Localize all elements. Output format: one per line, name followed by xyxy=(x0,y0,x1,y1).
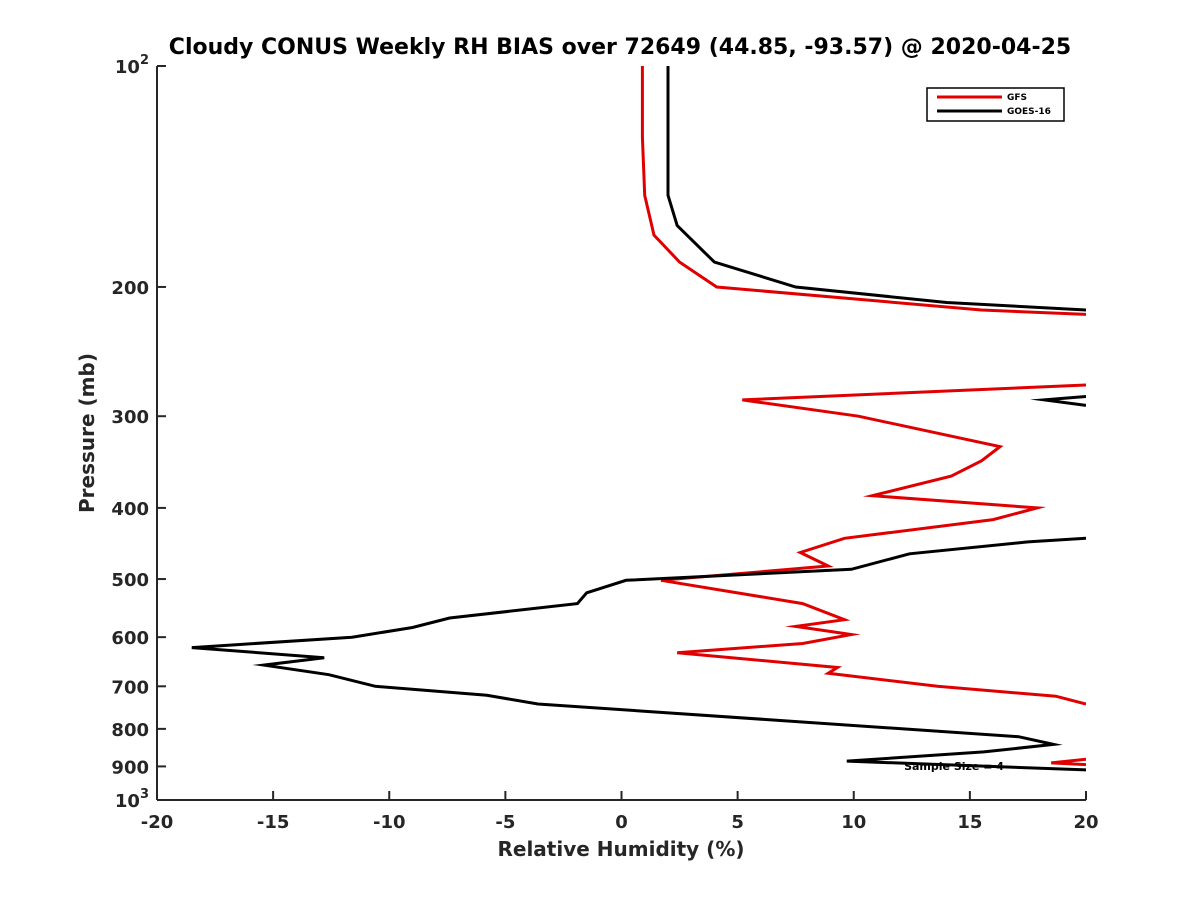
legend-label: GFS xyxy=(1007,93,1027,103)
x-tick-label: -20 xyxy=(141,812,174,833)
x-tick-label: 0 xyxy=(615,812,628,833)
plot-area: -20 -15 -10 -5 0 5 10 15 20 102 200 300 400 500 600 700… xyxy=(111,53,1098,833)
y-tick-label: 300 xyxy=(111,407,149,428)
x-tick-label: -15 xyxy=(257,812,290,833)
series-goes-16 xyxy=(191,66,1086,772)
x-tick-label: -10 xyxy=(373,812,406,833)
x-tick-label: -5 xyxy=(495,812,515,833)
legend: GFS GOES-16 xyxy=(926,87,1065,122)
y-tick-label: 500 xyxy=(111,570,149,591)
series-line-goes-16-2 xyxy=(191,536,1086,772)
series-line-goes-16-1 xyxy=(1030,395,1086,407)
y-tick-label: 102 xyxy=(115,53,149,78)
x-axis-label: Relative Humidity (%) xyxy=(497,837,744,861)
y-tick-label: 400 xyxy=(111,499,149,520)
series-line-gfs-1 xyxy=(660,383,1086,582)
legend-box xyxy=(926,87,1065,122)
y-tick-label: 800 xyxy=(111,720,149,741)
y-tick-label: 200 xyxy=(111,278,149,299)
series-line-gfs-0 xyxy=(640,66,1086,316)
y-tick-label: 700 xyxy=(111,677,149,698)
series-line-goes-16-0 xyxy=(666,66,1086,312)
series-line-gfs-3 xyxy=(1051,757,1086,767)
x-tick-label: 5 xyxy=(731,812,744,833)
y-axis-label: Pressure (mb) xyxy=(75,353,99,513)
sample-size-annotation: Sample Size = 4 xyxy=(904,760,1004,773)
y-tick-label: 900 xyxy=(111,757,149,778)
legend-label: GOES-16 xyxy=(1007,107,1051,117)
y-tick-label: 600 xyxy=(111,628,149,649)
chart-title: Cloudy CONUS Weekly RH BIAS over 72649 (… xyxy=(169,35,1071,60)
x-tick-label: 10 xyxy=(841,812,866,833)
x-tick-label: 15 xyxy=(957,812,982,833)
series-gfs xyxy=(640,66,1086,767)
x-tick-label: 20 xyxy=(1073,812,1098,833)
y-tick-label: 103 xyxy=(115,787,149,812)
series-line-gfs-2 xyxy=(660,578,1086,706)
